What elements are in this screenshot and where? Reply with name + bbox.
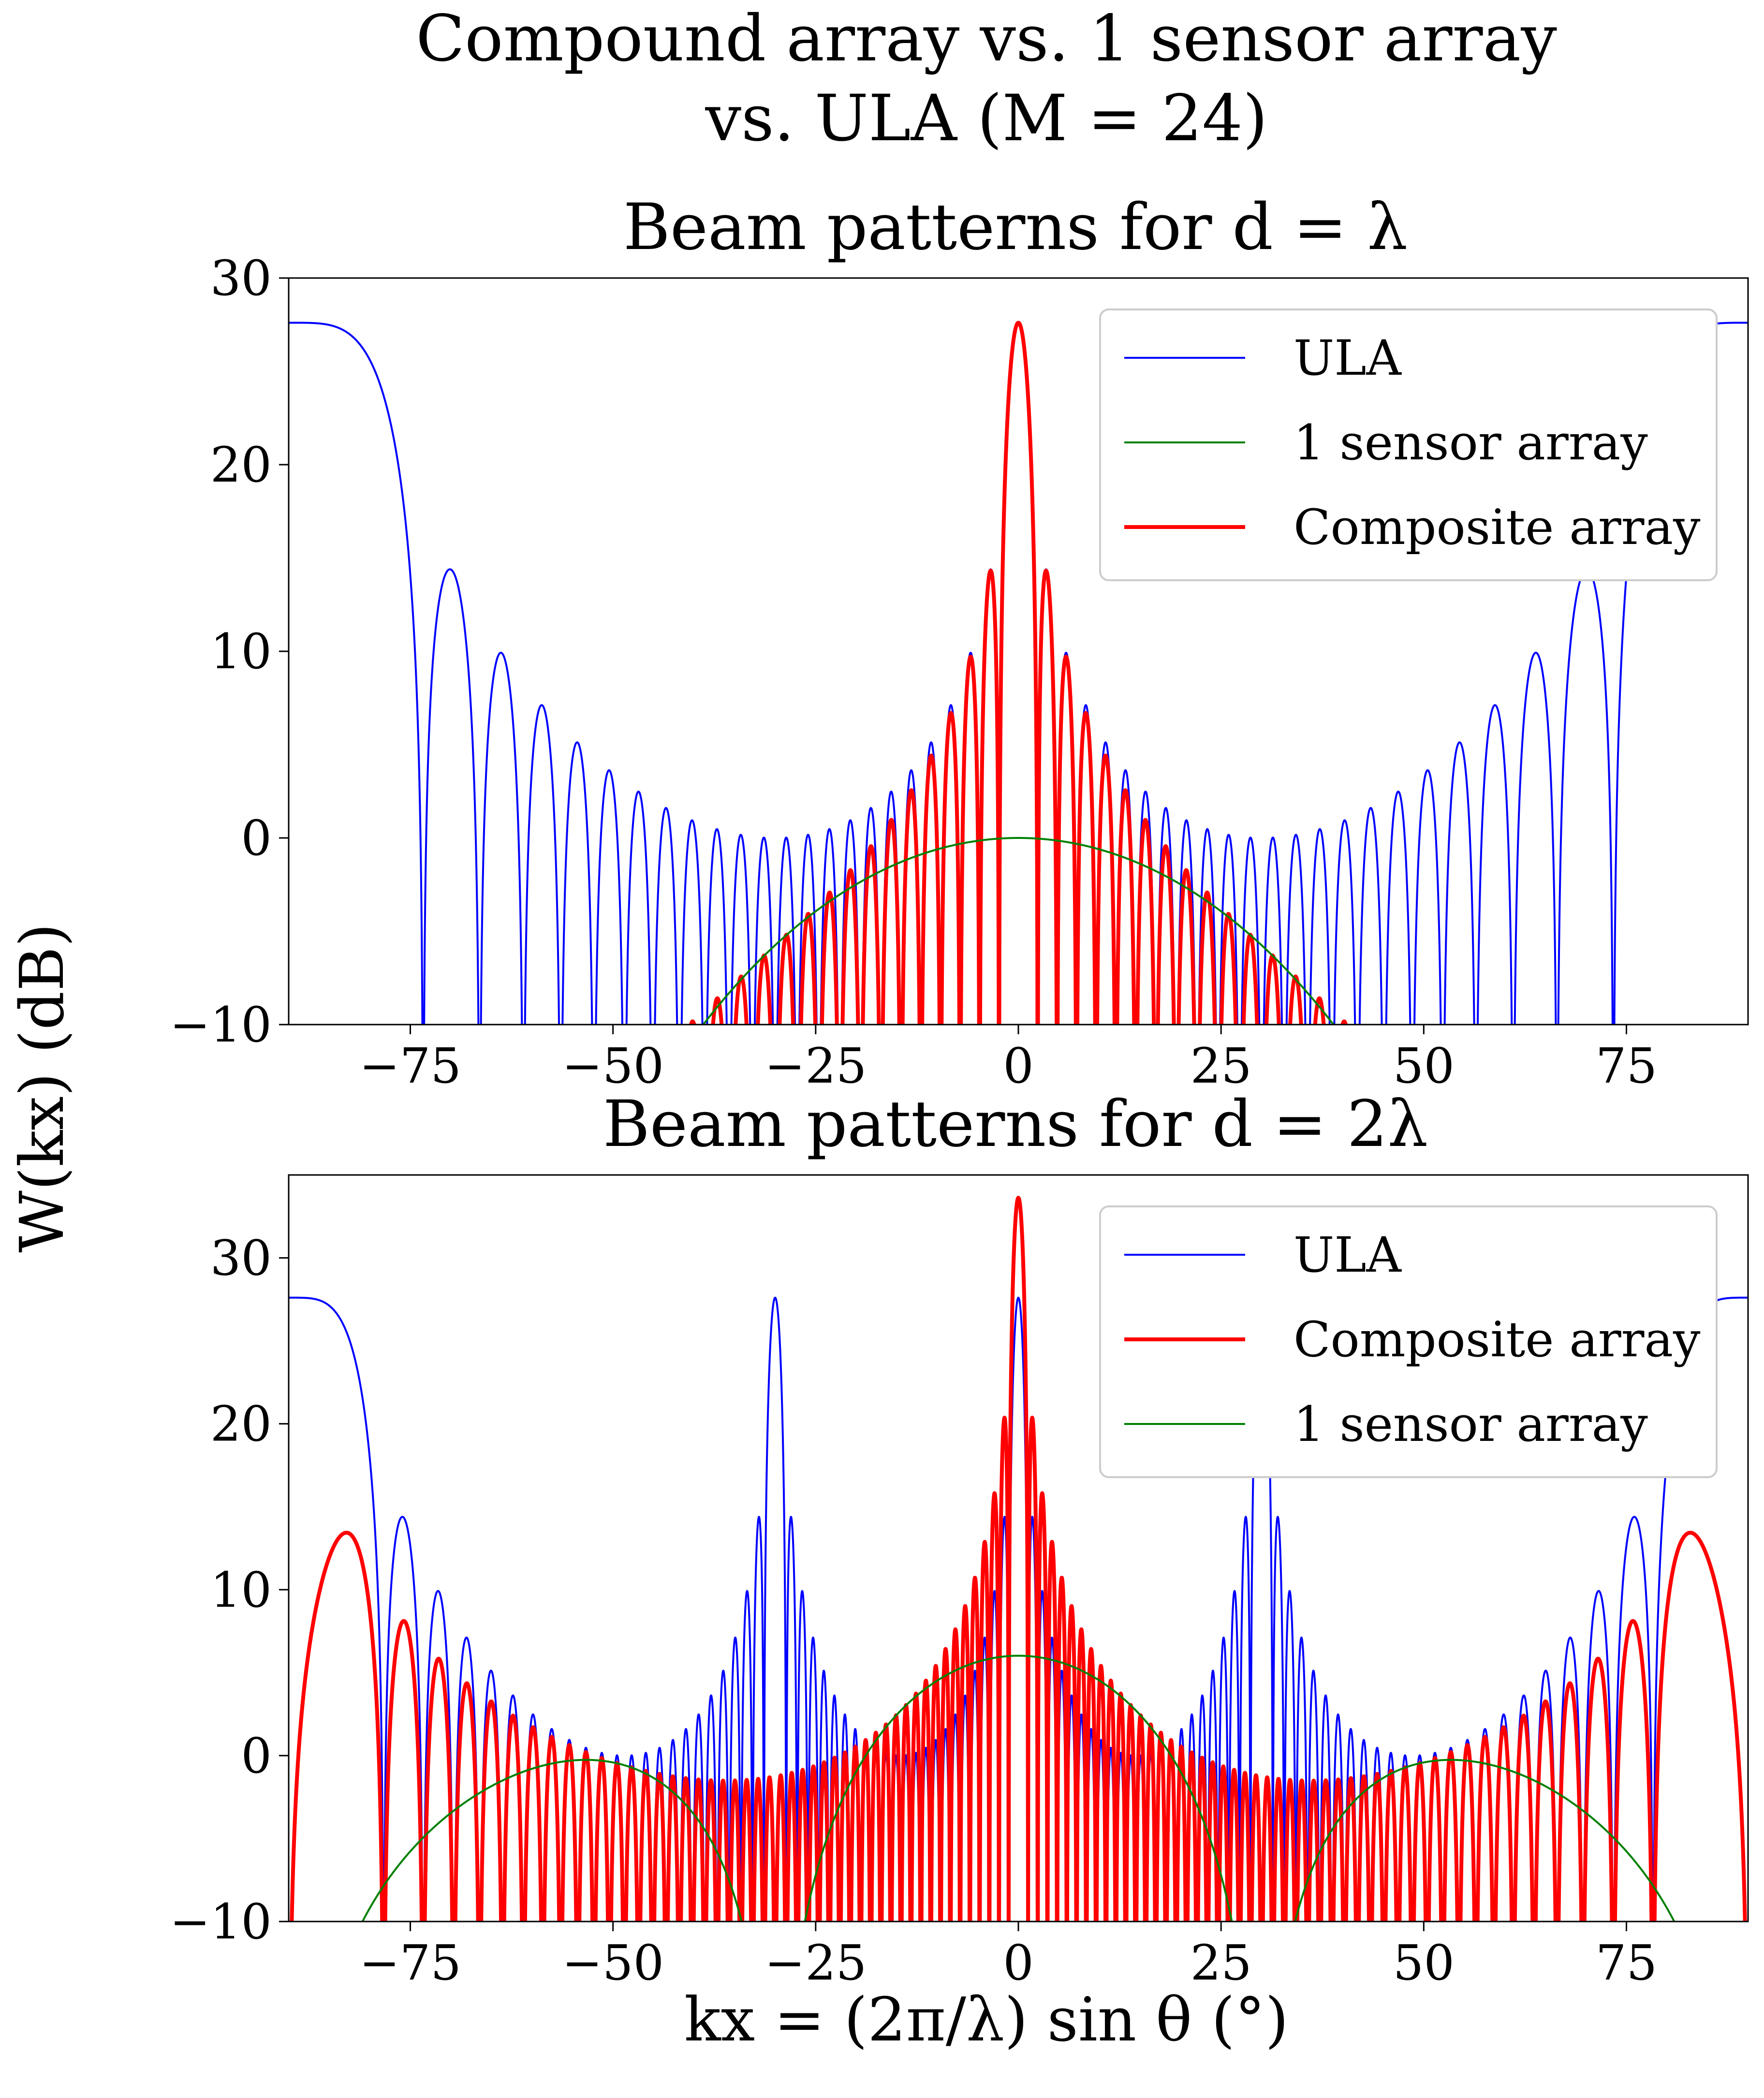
x-tick-label: −25 bbox=[764, 1038, 867, 1094]
x-tick-label: 25 bbox=[1191, 1038, 1252, 1094]
series-1-sensor-array-line bbox=[702, 837, 1335, 1025]
y-tick-label: −10 bbox=[170, 1893, 272, 1950]
y-axis-label: W(kx) (dB) bbox=[7, 923, 77, 1252]
plot-area-d-lambda bbox=[289, 321, 1748, 1025]
y-tick-label: 10 bbox=[210, 623, 272, 680]
x-tick-label: −50 bbox=[562, 1038, 664, 1094]
subplot-title-d-2lambda: Beam patterns for d = 2λ bbox=[603, 1087, 1428, 1161]
ticks-d-lambda: −75 −50 −25 0 25 50 75 −10 0 10 20 30 bbox=[170, 250, 1657, 1094]
subplot-d-2lambda: Beam patterns for d = 2λ −75 −50 −25 0 25 50 7… bbox=[170, 1087, 1749, 1991]
y-tick-label: 0 bbox=[241, 810, 272, 866]
figure-title-line1: Compound array vs. 1 sensor array bbox=[416, 1, 1557, 76]
legend-d-2lambda: ULA Composite array 1 sensor array bbox=[1099, 1205, 1718, 1478]
legend-box bbox=[1099, 308, 1718, 581]
legend-label-1-sensor-array: 1 sensor array bbox=[1294, 1396, 1648, 1452]
x-tick-label: 0 bbox=[1003, 1935, 1034, 1991]
ticks-d-2lambda: −75 −50 −25 0 25 50 75 −10 0 10 20 30 bbox=[170, 1230, 1657, 1991]
y-tick-label: 20 bbox=[210, 1396, 272, 1452]
x-tick-label: −50 bbox=[562, 1935, 664, 1991]
x-tick-label: −75 bbox=[359, 1935, 461, 1991]
series-composite-array-line bbox=[290, 1196, 1747, 1922]
legend-label-ula: ULA bbox=[1294, 1227, 1402, 1283]
x-tick-label: 75 bbox=[1596, 1038, 1657, 1094]
plot-area-d-2lambda bbox=[289, 1196, 1748, 1922]
y-tick-label: 30 bbox=[210, 1230, 272, 1287]
legend-label-composite-array: Composite array bbox=[1294, 499, 1701, 556]
legend-d-lambda: ULA 1 sensor array Composite array bbox=[1099, 308, 1718, 581]
x-tick-label: 25 bbox=[1191, 1935, 1252, 1991]
legend-label-ula: ULA bbox=[1294, 330, 1402, 386]
series-1-sensor-array-line bbox=[361, 1655, 1676, 1922]
x-tick-label: −75 bbox=[359, 1038, 461, 1094]
legend-label-composite-array: Composite array bbox=[1294, 1311, 1701, 1368]
x-axis-label: kx = (2π/λ) sin θ (°) bbox=[684, 1985, 1289, 2055]
y-tick-label: 30 bbox=[210, 250, 272, 307]
legend-box bbox=[1099, 1205, 1718, 1478]
subplot-d-lambda: Beam patterns for d = λ −75 −50 −25 0 25 50 75… bbox=[170, 190, 1749, 1094]
y-tick-label: 20 bbox=[210, 437, 272, 493]
series-ula-line bbox=[289, 1296, 1748, 1922]
figure-title-line2: vs. ULA (M = 24) bbox=[705, 81, 1267, 156]
x-tick-label: 50 bbox=[1393, 1038, 1455, 1094]
x-tick-label: −25 bbox=[764, 1935, 867, 1991]
y-tick-label: −10 bbox=[170, 997, 272, 1053]
y-tick-label: 0 bbox=[241, 1728, 272, 1784]
x-tick-label: 50 bbox=[1393, 1935, 1455, 1991]
x-tick-label: 75 bbox=[1596, 1935, 1657, 1991]
subplot-title-d-lambda: Beam patterns for d = λ bbox=[623, 190, 1408, 264]
y-tick-label: 10 bbox=[210, 1562, 272, 1618]
series-composite-array-line bbox=[689, 321, 1348, 1025]
legend-label-1-sensor-array: 1 sensor array bbox=[1294, 414, 1648, 471]
x-tick-label: 0 bbox=[1003, 1038, 1034, 1094]
